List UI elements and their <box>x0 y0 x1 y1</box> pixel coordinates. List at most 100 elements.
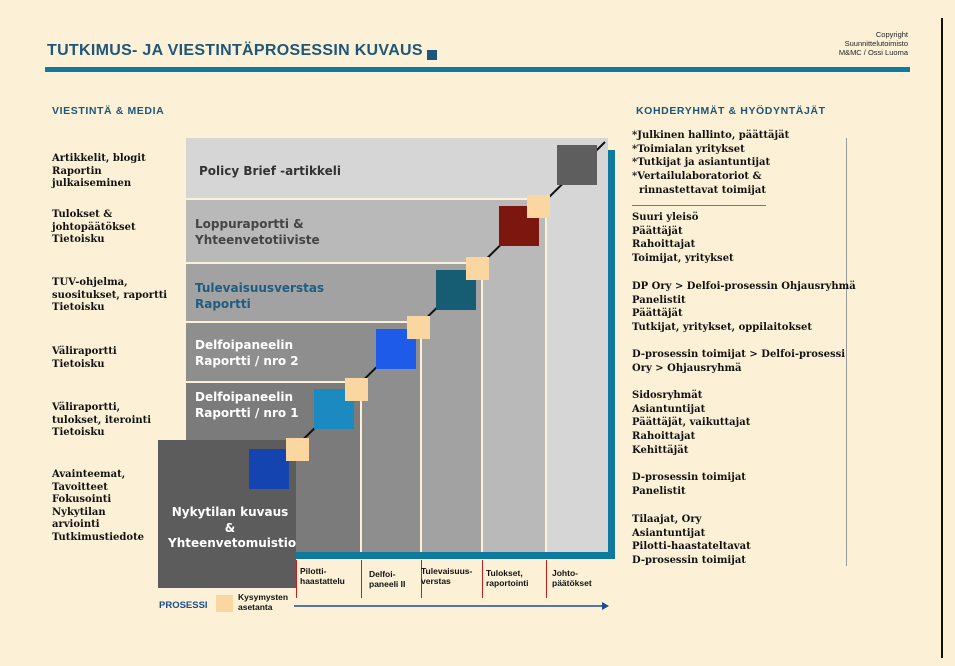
right-group-line: Panelistit <box>632 485 686 497</box>
process-arrow-head <box>602 602 609 610</box>
right-vertical-line <box>846 138 847 566</box>
right-group-line: Sidosryhmät <box>632 390 703 401</box>
left-item-line: Tietoisku <box>52 427 105 439</box>
right-group-line: Asiantuntijat <box>632 527 706 539</box>
right-group-line: *Julkinen hallinto, päättäjät <box>632 130 790 141</box>
x-label-line: Tulevaisuus- <box>421 566 473 576</box>
left-item-valiraportti-1: Väliraportti Tietoisku <box>52 346 177 371</box>
axis-separator <box>361 560 362 598</box>
x-label-delfoi-ii: Delfoi- paneeli II <box>369 569 406 589</box>
right-group-line: Pilotti-haastateltavat <box>632 541 751 553</box>
x-label-line: päätökset <box>552 577 592 588</box>
left-section-heading: VIESTINTÄ & MEDIA <box>52 105 165 117</box>
axis-separator <box>421 560 422 598</box>
x-label-tulevaisuusverstas: Tulevaisuus- verstas <box>421 566 473 586</box>
copyright-line: M&MC / Ossi Luoma <box>838 48 908 57</box>
right-group-5: Sidosryhmät Asiantuntijat Päättäjät, vai… <box>632 389 862 458</box>
right-group-line: *Toimialan yritykset <box>632 143 745 155</box>
column-separator <box>481 263 483 552</box>
x-label-johtopaatokset: Johto- päätökset <box>552 568 592 588</box>
panel-label-line: Nykytilan kuvaus & <box>171 505 289 535</box>
square-policy-brief <box>557 145 597 185</box>
right-group-line: rinnastettavat toimijat <box>632 184 766 196</box>
x-label-line: paneeli II <box>369 578 406 589</box>
right-group-line: DP Ory > Delfoi-prosessin Ohjausryhmä <box>632 281 856 292</box>
x-label-line: raportointi <box>486 577 529 588</box>
right-group-line: *Tutkijat ja asiantuntijat <box>632 157 771 169</box>
panel-label-delfoi-2: Delfoipaneelin Raportti / nro 2 <box>195 338 299 369</box>
panel-label-line: Raportti / nro 1 <box>195 405 299 420</box>
column-tulokset <box>482 263 546 552</box>
diagonal-connector <box>261 141 606 481</box>
x-label-line: haastattelu <box>300 575 345 586</box>
right-group-3: DP Ory > Delfoi-prosessin Ohjausryhmä Pa… <box>632 280 862 335</box>
left-item-line: Väliraportti, <box>52 402 121 413</box>
x-label-line: Tulokset, <box>486 568 523 578</box>
loppuraportti-band <box>186 199 546 263</box>
right-divider <box>632 205 766 206</box>
left-item-line: Nykytilan <box>52 506 106 518</box>
right-group-line: Rahoittajat <box>632 431 696 443</box>
legend-label-line: Kysymysten <box>238 592 289 602</box>
left-item-artikkelit: Artikkelit, blogit Raportin julkaisemine… <box>52 153 177 191</box>
diagram-frame-bottom <box>296 552 608 559</box>
left-item-line: Raportin julkaiseminen <box>52 165 132 190</box>
right-group-line: D-prosessin toimijat <box>632 472 746 483</box>
panel-label-line: Loppuraportti & <box>195 217 304 231</box>
panel-label-line: Yhteenvetotiiviste <box>195 232 320 247</box>
panel-label-line: Yhteenvetomuistio <box>168 536 297 550</box>
x-label-line: Delfoi- <box>369 569 396 579</box>
peach-square <box>345 378 368 401</box>
band-separator <box>186 321 421 323</box>
copyright-line: Suunnittelutoimisto <box>844 39 908 48</box>
title-square-icon <box>427 50 437 60</box>
right-group-line: D-prosessin toimijat > Delfoi-prosessi <box>632 349 846 360</box>
column-separator <box>360 382 362 552</box>
right-group-line: Panelistit <box>632 294 686 306</box>
panel-label-policy-brief: Policy Brief -artikkeli <box>199 164 341 180</box>
right-group-line: *Vertailulaboratoriot & <box>632 171 762 183</box>
right-group-line: Kehittäjät <box>632 444 689 456</box>
legend-label-line: asetanta <box>238 601 273 612</box>
right-group-1: *Julkinen hallinto, päättäjät *Toimialan… <box>632 129 862 198</box>
copyright-line: Copyright <box>875 30 908 39</box>
column-johtopaatokset <box>546 199 608 552</box>
policy-brief-band <box>186 138 608 199</box>
right-group-line: Päättäjät <box>632 225 683 237</box>
axis-separator <box>296 560 297 598</box>
column-tulevaisuusverstas <box>421 322 482 552</box>
left-item-line: Tavoitteet <box>52 481 108 493</box>
right-group-7: Tilaajat, Ory Asiantuntijat Pilotti-haas… <box>632 513 862 568</box>
column-separator <box>420 322 422 552</box>
x-label-pilotti: Pilotti- haastattelu <box>300 566 345 586</box>
copyright-block: Copyright Suunnittelutoimisto M&MC / Oss… <box>788 30 908 57</box>
left-item-line: Tietoisku <box>52 358 105 370</box>
left-item-line: tulokset, iterointi <box>52 414 152 426</box>
axis-separator <box>546 560 547 598</box>
page-right-rule <box>941 18 943 658</box>
right-group-line: Asiantuntijat <box>632 403 706 415</box>
legend-peach-swatch <box>216 595 233 612</box>
right-group-6: D-prosessin toimijat Panelistit <box>632 471 862 498</box>
panel-label-tulevaisuusverstas: Tulevaisuusverstas Raportti <box>195 281 324 312</box>
right-group-line: D-prosessin toimijat <box>632 555 746 567</box>
band-separator <box>186 262 482 264</box>
left-item-line: suositukset, raportti <box>52 289 168 301</box>
left-item-line: TUV-ohjelma, <box>52 277 128 288</box>
panel-label-line: Delfoipaneelin <box>195 390 294 404</box>
panel-label-line: Delfoipaneelin <box>195 338 294 352</box>
panel-label-delfoi-1: Delfoipaneelin Raportti / nro 1 <box>195 390 299 421</box>
column-delfoi-ii <box>361 382 421 552</box>
peach-square <box>286 438 309 461</box>
panel-label-line: Raportti <box>195 296 251 311</box>
left-item-line: Tutkimustiedote <box>52 531 145 543</box>
right-group-line: Tutkijat, yritykset, oppilaitokset <box>632 322 812 334</box>
band-separator <box>186 198 546 200</box>
panel-label-line: Raportti / nro 2 <box>195 353 299 368</box>
peach-square <box>527 195 550 218</box>
left-item-avainteemat: Avainteemat, Tavoitteet Fokusointi Nykyt… <box>52 469 177 545</box>
peach-square <box>466 257 489 280</box>
left-item-line: Tietoisku <box>52 234 105 246</box>
right-group-line: Rahoittajat <box>632 239 696 251</box>
